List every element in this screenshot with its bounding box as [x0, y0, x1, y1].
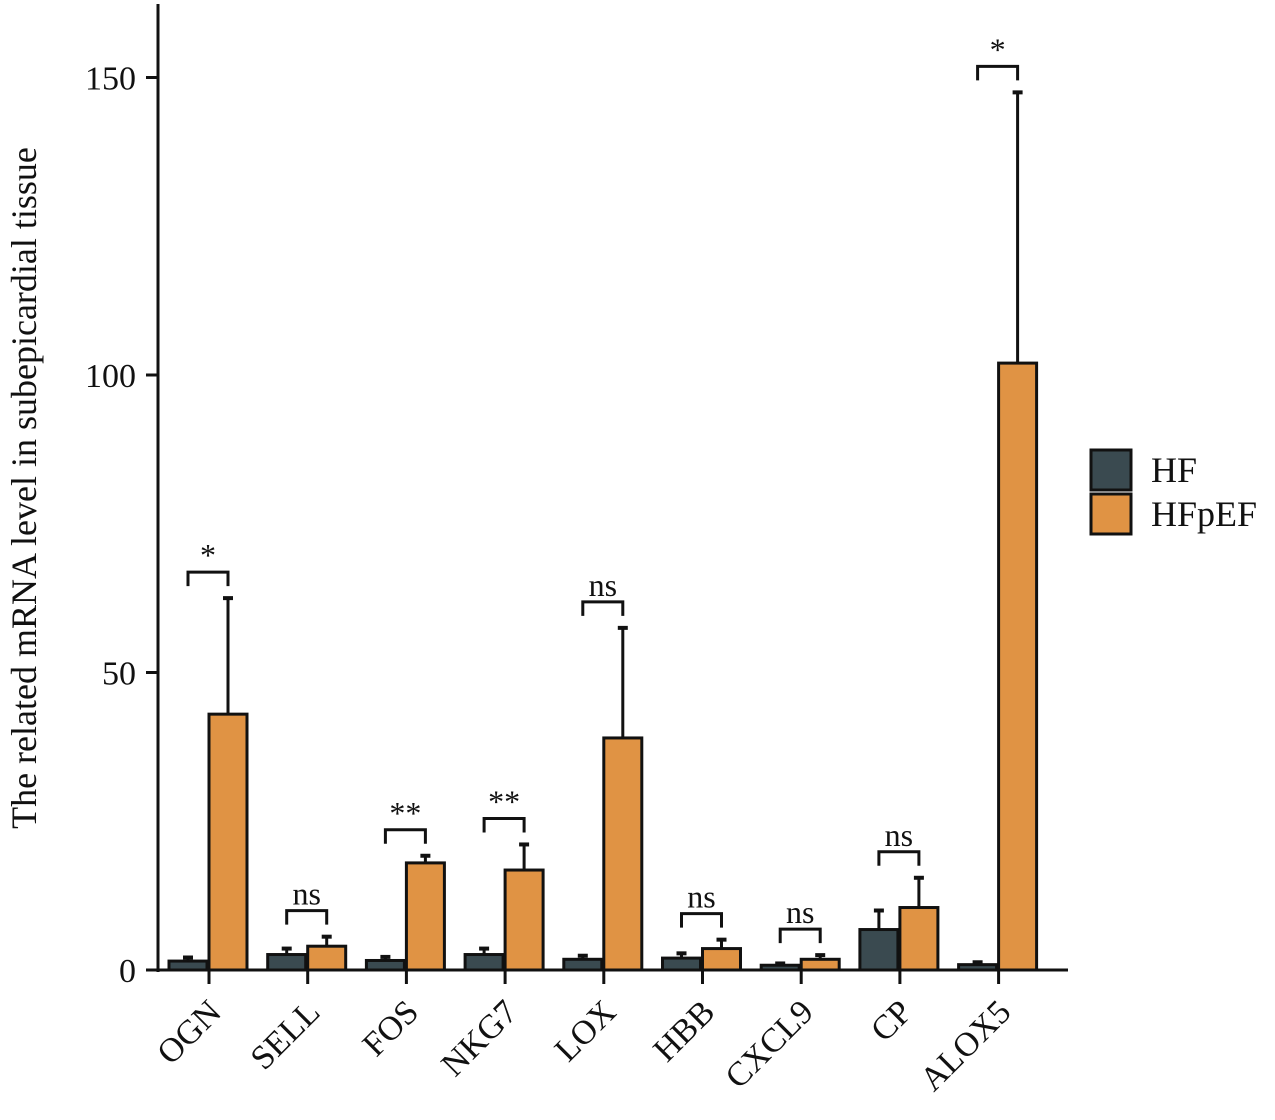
- bar-hf: [364, 958, 406, 972]
- bar-hf: [661, 956, 702, 972]
- x-tick-label: SELL: [244, 993, 328, 1077]
- significance-bracket: [680, 912, 723, 928]
- significance-label: **: [488, 783, 520, 819]
- legend-swatch-hf: [1089, 448, 1133, 492]
- significance-bracket: [778, 927, 822, 944]
- x-tick-label: NKG7: [434, 993, 524, 1083]
- bar-hf: [266, 953, 308, 972]
- bar-hfpef: [701, 947, 742, 972]
- significance-label: ns: [589, 567, 617, 603]
- x-tick-label: OGN: [150, 993, 228, 1071]
- significance-label: *: [990, 31, 1006, 67]
- significance-bracket: [482, 816, 526, 833]
- legend-label-hfpef: HFpEF: [1151, 494, 1257, 534]
- bar-hfpef: [799, 957, 841, 972]
- x-tick-label: ALOX5: [913, 993, 1018, 1098]
- bar-hfpef: [997, 361, 1039, 972]
- significance-bracket: [877, 850, 921, 866]
- bar-hf: [463, 953, 505, 972]
- significance-bracket: [186, 570, 230, 587]
- significance-bracket: [976, 64, 1020, 81]
- bar-hf: [858, 928, 900, 972]
- x-tick-label: CP: [864, 993, 920, 1049]
- bar-hf: [167, 959, 209, 972]
- significance-bracket: [383, 828, 427, 844]
- significance-label: ns: [885, 817, 913, 853]
- legend-label-hf: HF: [1151, 450, 1197, 490]
- x-tick-label: HBB: [647, 993, 723, 1069]
- x-tick-label: LOX: [548, 993, 624, 1069]
- bars: [167, 90, 1039, 972]
- significance-bracket: [581, 600, 625, 616]
- y-tick-label: 150: [85, 61, 136, 98]
- x-tick-label: FOS: [356, 993, 426, 1063]
- bar-hf: [957, 963, 999, 972]
- bar-hfpef: [602, 736, 644, 972]
- y-tick-label: 100: [85, 358, 136, 395]
- bar-hfpef: [404, 861, 446, 972]
- bar-hf: [759, 963, 801, 972]
- significance-label: ns: [786, 894, 814, 930]
- y-axis-title: The related mRNA level in subepicardial …: [4, 147, 44, 829]
- significance-annotations: * ns ** ** ns ns ns ns *: [186, 31, 1020, 944]
- legend-swatch-hfpef: [1089, 492, 1133, 536]
- bar-hfpef: [503, 868, 545, 972]
- bar-hfpef: [898, 906, 940, 972]
- significance-label: **: [389, 795, 421, 831]
- significance-bracket: [285, 909, 329, 925]
- bar-hfpef: [306, 944, 348, 972]
- bar-hf: [562, 957, 604, 972]
- y-axis: 0 50 100 150: [85, 4, 160, 990]
- y-tick-label: 50: [102, 656, 136, 693]
- bar-hfpef: [207, 712, 249, 972]
- significance-label: ns: [292, 876, 320, 912]
- y-tick-label: 0: [119, 953, 136, 990]
- x-tick-label: CXCL9: [719, 993, 821, 1095]
- significance-label: *: [200, 537, 216, 573]
- significance-label: ns: [687, 879, 715, 915]
